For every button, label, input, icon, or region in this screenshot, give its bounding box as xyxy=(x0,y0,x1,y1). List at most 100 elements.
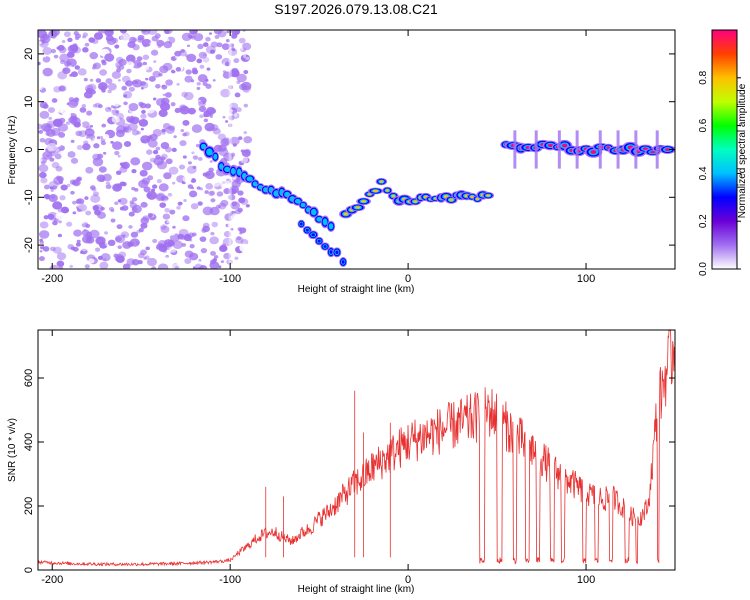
snr-panel: -200 -100 0 100 0 200 400 600 Height of straigh… xyxy=(7,329,676,595)
noise-blob xyxy=(38,256,45,262)
noise-blob xyxy=(75,242,81,247)
noise-blob xyxy=(187,184,194,189)
noise-blob xyxy=(65,121,71,125)
noise-blob xyxy=(42,67,53,77)
snr-y-tick-label: 0 xyxy=(23,567,35,573)
noise-speck xyxy=(409,260,413,266)
noise-blob xyxy=(39,101,48,109)
noise-blob xyxy=(38,164,49,173)
noise-speck xyxy=(413,115,417,120)
noise-blob xyxy=(95,247,101,252)
noise-blob xyxy=(72,179,81,187)
noise-blob xyxy=(189,244,195,249)
noise-blob xyxy=(229,72,234,77)
noise-blob xyxy=(73,31,79,36)
noise-blob xyxy=(123,101,128,106)
noise-blob xyxy=(196,58,203,64)
noise-speck xyxy=(302,215,306,221)
noise-blob xyxy=(140,113,147,119)
noise-blob xyxy=(238,37,246,44)
noise-blob xyxy=(235,145,241,150)
noise-blob xyxy=(192,165,197,170)
noise-blob xyxy=(116,56,124,64)
noise-blob xyxy=(240,54,250,62)
noise-blob xyxy=(120,33,130,42)
noise-blob xyxy=(182,215,190,222)
noise-blob xyxy=(239,243,250,253)
noise-speck xyxy=(247,196,251,201)
noise-speck xyxy=(313,143,317,148)
noise-blob xyxy=(44,184,50,190)
noise-speck xyxy=(311,181,315,186)
noise-blob xyxy=(152,129,162,137)
noise-blob xyxy=(158,183,169,192)
spectrogram-y-tick-label: 20 xyxy=(23,48,35,60)
noise-blob xyxy=(233,58,240,64)
noise-blob xyxy=(174,266,180,269)
noise-blob xyxy=(114,201,119,205)
noise-speck xyxy=(318,206,322,211)
noise-blob xyxy=(84,128,95,137)
noise-blob xyxy=(156,192,166,201)
upper-descending-track-blob xyxy=(264,188,268,192)
middle-track-blob xyxy=(449,198,454,202)
noise-blob xyxy=(163,256,173,265)
right-track-blob xyxy=(547,143,554,148)
noise-blob xyxy=(119,30,128,34)
noise-speck xyxy=(422,235,426,241)
noise-blob xyxy=(191,232,197,237)
noise-blob xyxy=(38,129,44,134)
noise-blob xyxy=(150,49,159,56)
noise-blob xyxy=(114,184,121,190)
noise-blob xyxy=(201,228,207,233)
noise-blob xyxy=(57,123,69,132)
noise-speck xyxy=(315,129,319,135)
spectrogram-x-tick-label: 100 xyxy=(577,273,595,285)
noise-speck xyxy=(419,55,423,60)
noise-blob xyxy=(97,153,104,159)
noise-blob xyxy=(210,198,216,203)
noise-blob xyxy=(178,164,186,170)
snr-x-tick-label: -200 xyxy=(41,574,63,586)
noise-speck xyxy=(420,33,424,38)
noise-blob xyxy=(84,42,90,47)
noise-blob xyxy=(39,221,49,229)
noise-blob xyxy=(141,30,148,33)
noise-blob xyxy=(147,175,154,181)
noise-blob xyxy=(162,93,166,97)
noise-blob xyxy=(172,225,176,229)
noise-blob xyxy=(220,37,225,41)
noise-blob xyxy=(38,157,43,164)
snr-y-tick-label: 400 xyxy=(23,433,35,451)
noise-blob xyxy=(70,116,81,126)
noise-speck xyxy=(244,244,248,250)
right-track-blob xyxy=(590,150,597,154)
noise-blob xyxy=(194,263,203,269)
noise-blob xyxy=(140,201,148,208)
middle-track-blob xyxy=(486,194,491,197)
noise-blob xyxy=(225,38,231,43)
noise-blob xyxy=(67,151,76,158)
noise-speck xyxy=(432,127,436,133)
noise-blob xyxy=(156,179,162,184)
noise-blob xyxy=(102,151,107,155)
noise-blob xyxy=(58,86,65,92)
noise-blob xyxy=(61,39,66,43)
noise-blob xyxy=(97,211,106,219)
noise-blob xyxy=(134,188,139,192)
noise-blob xyxy=(211,221,219,228)
noise-speck xyxy=(230,263,234,268)
noise-blob xyxy=(148,75,156,82)
noise-blob xyxy=(128,102,139,112)
noise-speck xyxy=(448,111,452,116)
noise-blob xyxy=(193,33,204,42)
noise-blob xyxy=(140,87,144,90)
noise-blob xyxy=(107,82,117,91)
noise-blob xyxy=(187,107,196,115)
noise-blob xyxy=(202,42,209,47)
noise-speck xyxy=(248,119,252,124)
noise-blob xyxy=(191,148,200,155)
spectrogram-ylabel: Frequency (Hz) xyxy=(7,116,18,185)
noise-blob xyxy=(197,74,208,83)
noise-blob xyxy=(140,222,148,229)
